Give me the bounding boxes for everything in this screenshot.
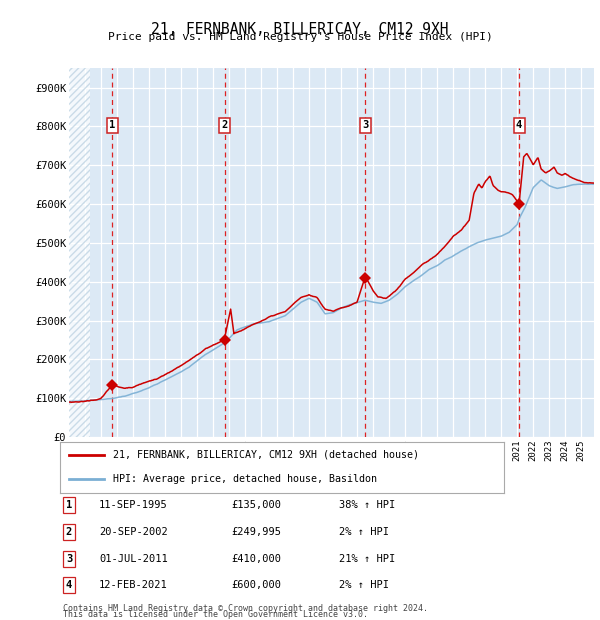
Text: 2: 2 bbox=[221, 120, 228, 130]
Text: 4: 4 bbox=[66, 580, 72, 590]
Text: £135,000: £135,000 bbox=[231, 500, 281, 510]
Text: 21, FERNBANK, BILLERICAY, CM12 9XH (detached house): 21, FERNBANK, BILLERICAY, CM12 9XH (deta… bbox=[113, 450, 419, 460]
Text: Price paid vs. HM Land Registry's House Price Index (HPI): Price paid vs. HM Land Registry's House … bbox=[107, 32, 493, 42]
Text: This data is licensed under the Open Government Licence v3.0.: This data is licensed under the Open Gov… bbox=[63, 610, 368, 619]
Text: Contains HM Land Registry data © Crown copyright and database right 2024.: Contains HM Land Registry data © Crown c… bbox=[63, 603, 428, 613]
Text: HPI: Average price, detached house, Basildon: HPI: Average price, detached house, Basi… bbox=[113, 474, 377, 484]
Text: 2: 2 bbox=[66, 527, 72, 537]
Text: 01-JUL-2011: 01-JUL-2011 bbox=[99, 554, 168, 564]
Text: 1: 1 bbox=[109, 120, 115, 130]
Text: 3: 3 bbox=[66, 554, 72, 564]
Text: 38% ↑ HPI: 38% ↑ HPI bbox=[339, 500, 395, 510]
Text: 20-SEP-2002: 20-SEP-2002 bbox=[99, 527, 168, 537]
Text: 2% ↑ HPI: 2% ↑ HPI bbox=[339, 527, 389, 537]
Text: 4: 4 bbox=[516, 120, 522, 130]
Text: 12-FEB-2021: 12-FEB-2021 bbox=[99, 580, 168, 590]
Text: 21% ↑ HPI: 21% ↑ HPI bbox=[339, 554, 395, 564]
Text: 11-SEP-1995: 11-SEP-1995 bbox=[99, 500, 168, 510]
Text: 2% ↑ HPI: 2% ↑ HPI bbox=[339, 580, 389, 590]
Bar bbox=[69, 68, 90, 437]
Text: £600,000: £600,000 bbox=[231, 580, 281, 590]
Text: £410,000: £410,000 bbox=[231, 554, 281, 564]
Text: £249,995: £249,995 bbox=[231, 527, 281, 537]
Text: 1: 1 bbox=[66, 500, 72, 510]
Text: 3: 3 bbox=[362, 120, 368, 130]
Text: 21, FERNBANK, BILLERICAY, CM12 9XH: 21, FERNBANK, BILLERICAY, CM12 9XH bbox=[151, 22, 449, 37]
